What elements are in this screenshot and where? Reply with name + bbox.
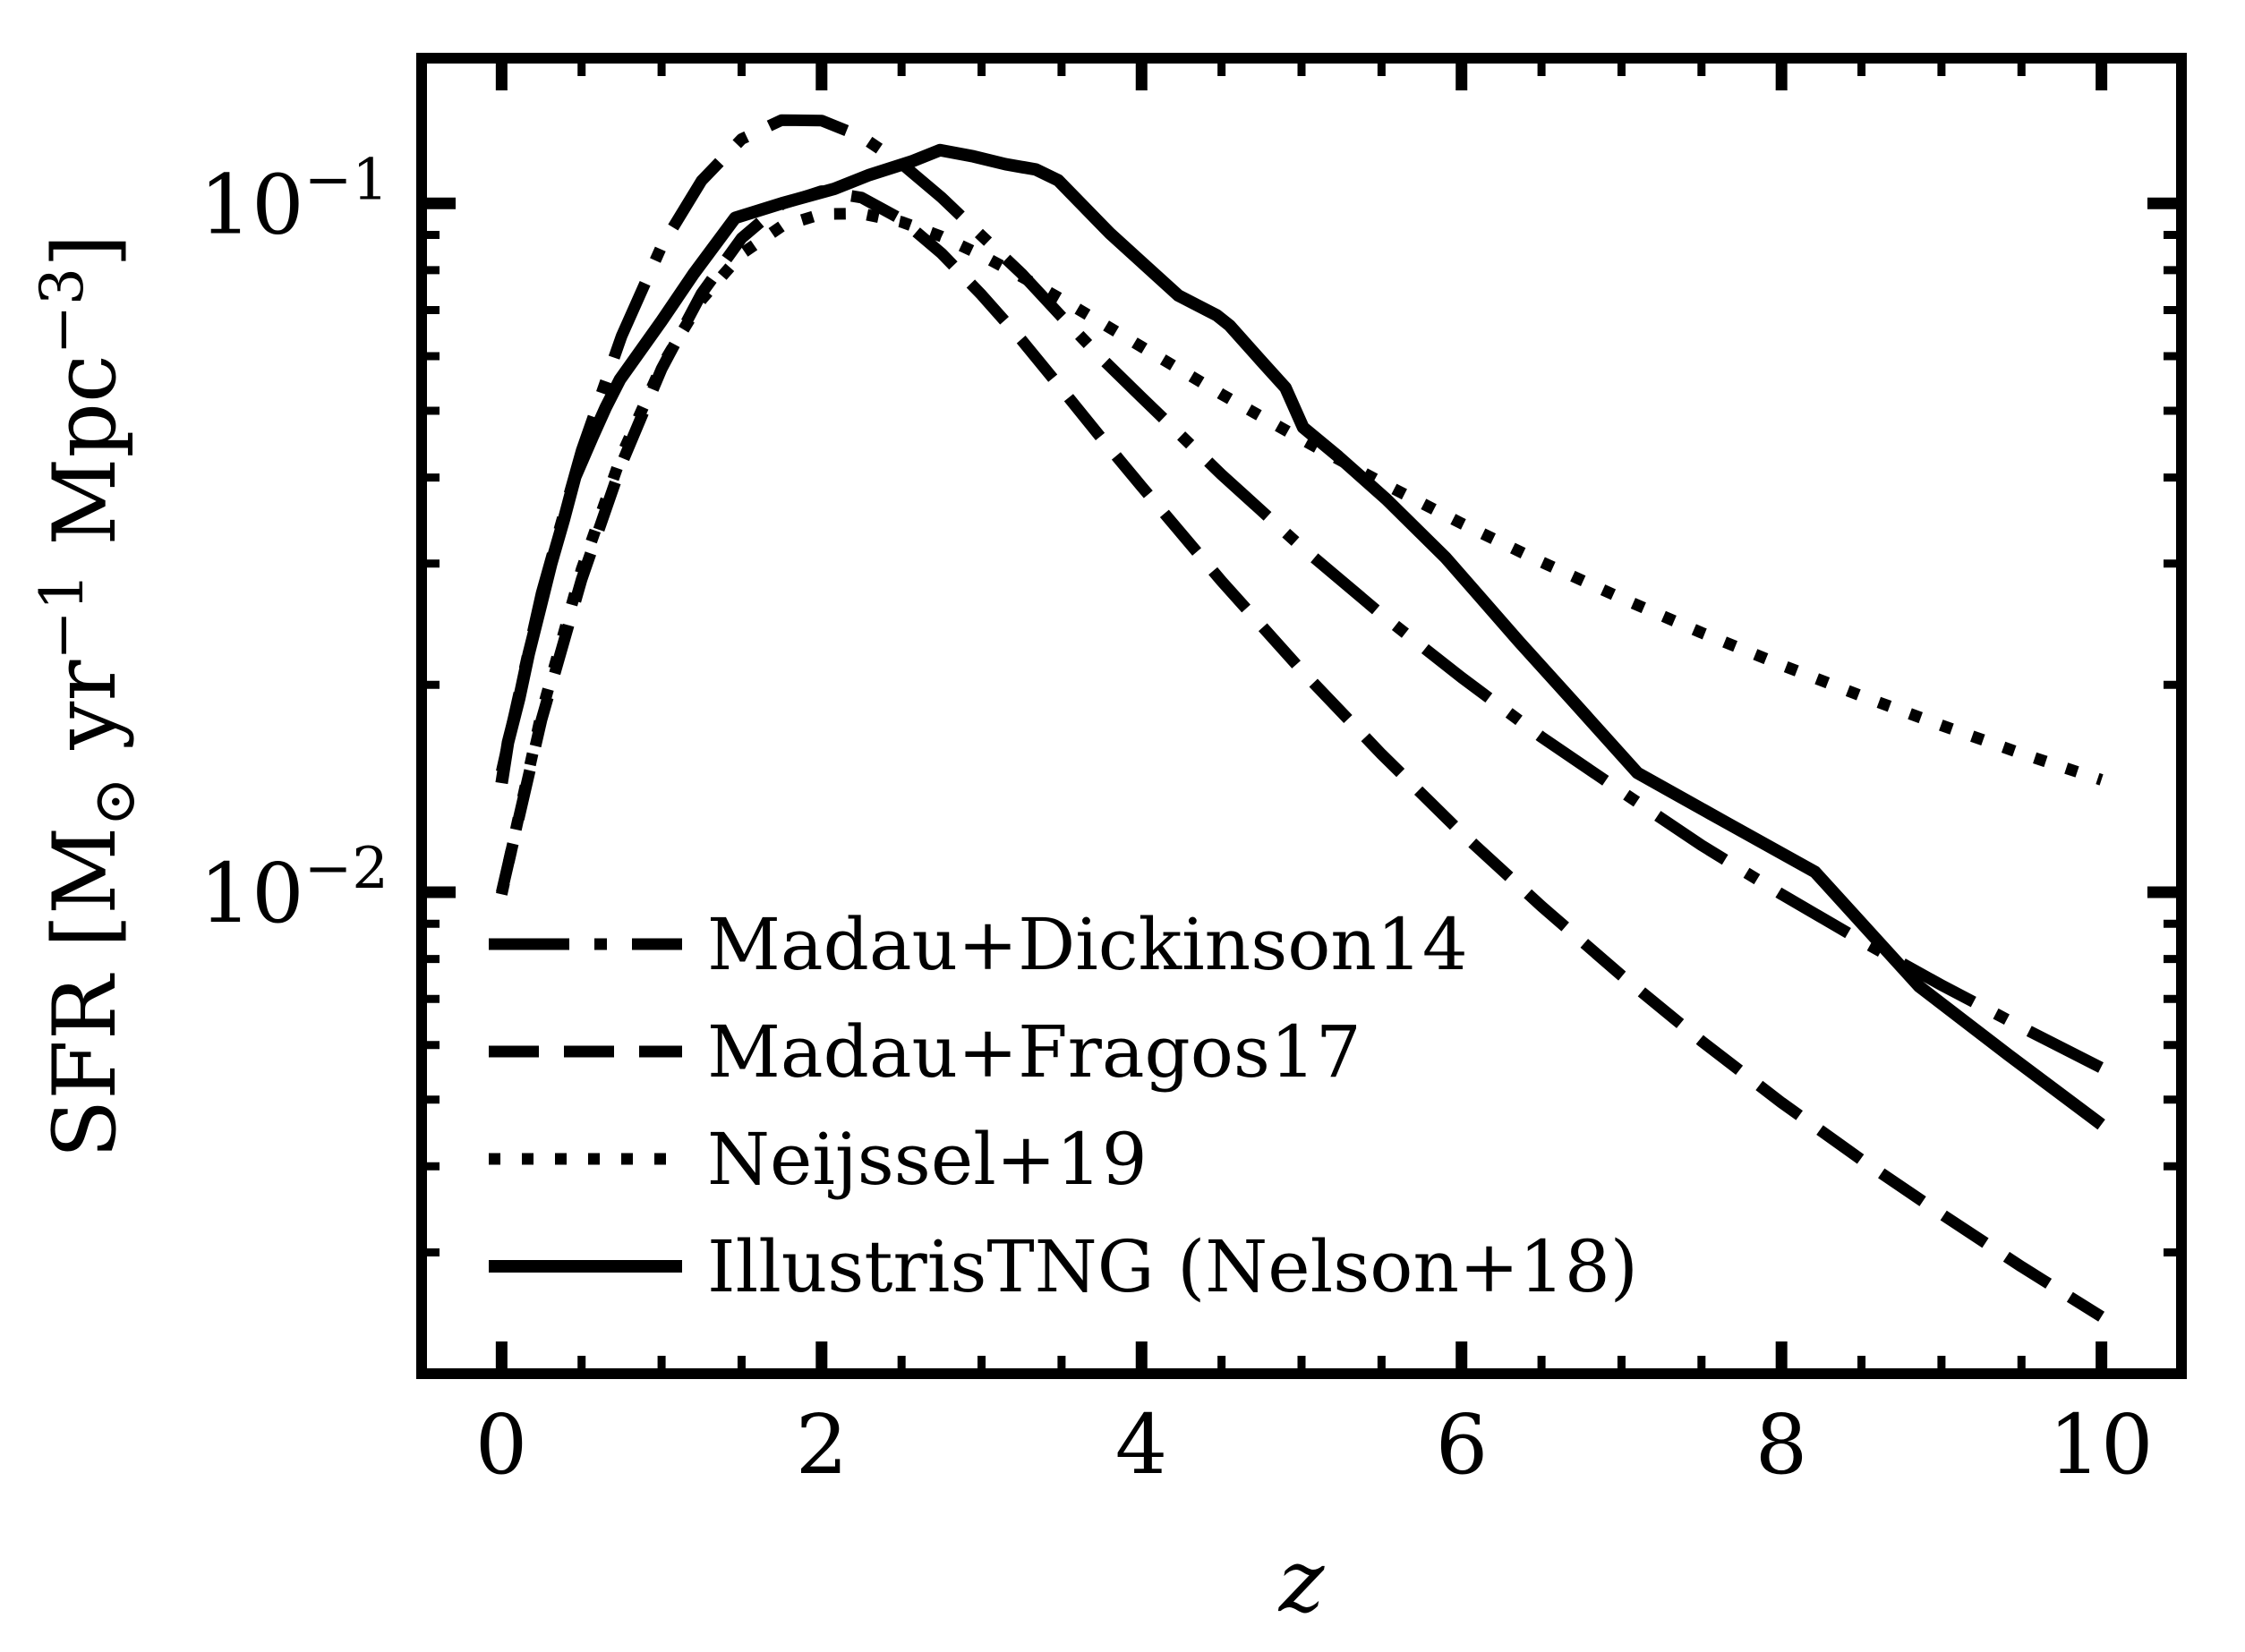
x-tick-label-0: 0 [475, 1397, 528, 1493]
legend-label-madau-fragos17: Madau+Fragos17 [707, 1010, 1362, 1094]
y-tick-label-0: 10−1 [200, 147, 388, 252]
plot-area: 10−1 10−2 SFR [M⊙ yr−1 Mpc−3] [28, 53, 2187, 1379]
x-tick-label-10: 10 [2048, 1397, 2153, 1493]
curve-neijssel-19 [496, 208, 2104, 896]
y-tick-label-1: 10−2 [200, 836, 388, 941]
legend-label-illustristng-nelson18: IllustrisTNG (Nelson+18) [707, 1225, 1638, 1308]
axes-spines [416, 53, 2187, 1379]
legend-label-madau-dickinson14: Madau+Dickinson14 [707, 903, 1468, 986]
curve-illustristng-nelson-18 [495, 143, 2105, 1130]
legend-label-neijssel19: Neijssel+19 [707, 1118, 1148, 1201]
x-tick-label-4: 4 [1115, 1397, 1168, 1493]
x-axis-label: z [1278, 1531, 1326, 1631]
curve-madau-dickinson14 [496, 114, 2104, 1073]
x-tick-label-6: 6 [1436, 1397, 1489, 1493]
curve-madau-fragos17 [496, 185, 2105, 1322]
x-tick-label-2: 2 [796, 1397, 849, 1493]
x-tick-label-8: 8 [1755, 1397, 1808, 1493]
y-axis-label: SFR [M⊙ yr−1 Mpc−3] [28, 234, 149, 1159]
